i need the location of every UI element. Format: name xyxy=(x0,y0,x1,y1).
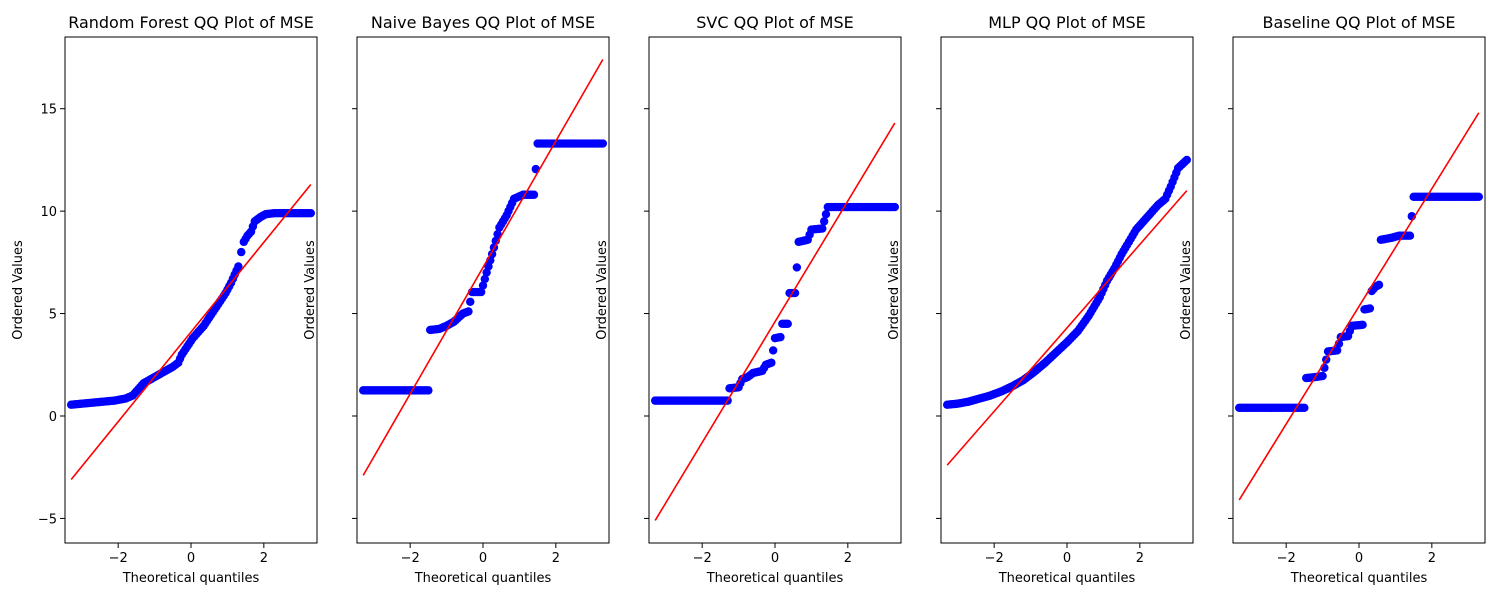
panel-title: Baseline QQ Plot of MSE xyxy=(1262,13,1455,32)
x-tick-label: 0 xyxy=(479,551,487,566)
y-axis-label: Ordered Values xyxy=(887,240,902,340)
panel-title: Naive Bayes QQ Plot of MSE xyxy=(371,13,595,32)
data-point xyxy=(818,224,827,233)
data-point xyxy=(1405,231,1415,240)
data-point xyxy=(529,190,539,199)
x-tick-label: 2 xyxy=(552,551,560,566)
data-point xyxy=(776,332,785,342)
axes-frame xyxy=(356,36,610,544)
data-point xyxy=(480,274,490,284)
y-axis-label: Ordered Values xyxy=(595,240,610,340)
data-point xyxy=(819,217,829,226)
data-point xyxy=(476,287,486,297)
x-tick-label: 2 xyxy=(260,551,268,566)
plot-area xyxy=(1234,112,1484,501)
data-point xyxy=(1474,192,1484,201)
data-point xyxy=(493,229,502,239)
fit-line xyxy=(946,190,1188,466)
x-tick-label: 0 xyxy=(771,551,779,566)
x-tick-label: 0 xyxy=(187,551,195,566)
x-tick-label: 0 xyxy=(1063,551,1071,566)
axes-frame xyxy=(64,36,318,544)
qq-panel-1: Naive Bayes QQ Plot of MSE −2 0 2Theoretica… xyxy=(303,13,610,586)
y-tick-label: 10 xyxy=(40,205,57,220)
data-point xyxy=(1300,403,1309,412)
fit-line xyxy=(654,122,896,521)
data-point xyxy=(1182,155,1192,165)
data-point xyxy=(464,307,473,316)
x-tick-label: 0 xyxy=(1355,551,1363,566)
x-tick-label: −2 xyxy=(401,551,420,566)
data-point xyxy=(237,247,246,257)
panel-title: Random Forest QQ Plot of MSE xyxy=(68,13,314,32)
fit-line xyxy=(1238,112,1480,501)
data-point xyxy=(234,262,243,271)
fit-line xyxy=(70,183,312,480)
x-axis-label: Theoretical quantiles xyxy=(998,571,1136,586)
y-axis-label: Ordered Values xyxy=(11,240,26,340)
y-tick-label: 15 xyxy=(40,103,57,118)
data-point xyxy=(792,263,802,272)
panel-title: MLP QQ Plot of MSE xyxy=(988,13,1146,32)
x-tick-label: −2 xyxy=(109,551,128,566)
data-point xyxy=(821,210,831,219)
axes-frame xyxy=(648,36,902,544)
x-tick-label: −2 xyxy=(693,551,712,566)
plot-area xyxy=(942,155,1192,466)
x-axis-label: Theoretical quantiles xyxy=(414,571,552,586)
data-point xyxy=(1332,346,1342,355)
x-tick-label: 2 xyxy=(844,551,852,566)
data-point xyxy=(306,208,316,218)
data-point xyxy=(478,281,488,290)
data-point xyxy=(1318,371,1327,381)
data-point xyxy=(890,202,900,212)
x-tick-label: −2 xyxy=(985,551,1004,566)
y-axis-label: Ordered Values xyxy=(303,240,318,340)
data-point xyxy=(768,346,778,355)
x-axis-label: Theoretical quantiles xyxy=(122,571,260,586)
y-tick-label: −5 xyxy=(38,512,57,527)
data-point xyxy=(767,358,776,367)
y-tick-label: 5 xyxy=(49,308,57,323)
x-axis-label: Theoretical quantiles xyxy=(1290,571,1428,586)
fit-line xyxy=(362,59,604,476)
axes-frame xyxy=(940,36,1194,544)
x-tick-label: 2 xyxy=(1428,551,1436,566)
data-point xyxy=(783,319,792,329)
axes-frame xyxy=(1232,36,1486,544)
x-tick-label: −2 xyxy=(1277,551,1296,566)
data-point xyxy=(598,139,608,148)
data-point xyxy=(1358,320,1367,330)
data-point xyxy=(1374,280,1384,290)
y-tick-label: 0 xyxy=(49,410,57,425)
data-point xyxy=(466,297,475,306)
y-axis-label: Ordered Values xyxy=(1179,240,1194,340)
data-point xyxy=(424,386,433,395)
x-axis-label: Theoretical quantiles xyxy=(706,571,844,586)
plot-area xyxy=(358,59,608,476)
panel-title: SVC QQ Plot of MSE xyxy=(696,13,853,32)
data-point xyxy=(1365,304,1375,313)
plot-area xyxy=(650,122,900,521)
qq-panel-0: Random Forest QQ Plot of MSE −2 0 2 −5 0 5 10 15… xyxy=(11,13,318,586)
plot-area xyxy=(66,183,316,480)
x-tick-label: 2 xyxy=(1136,551,1144,566)
